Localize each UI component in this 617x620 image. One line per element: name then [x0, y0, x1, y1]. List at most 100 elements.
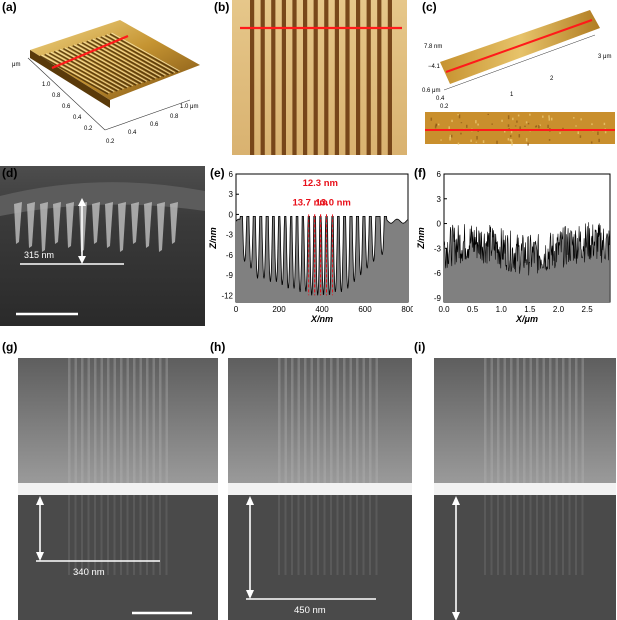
- grating-line: [375, 358, 378, 483]
- pillar: [92, 202, 100, 244]
- afm-3d-image-a: μm 1.0 0.8 0.6 0.4 0.2 0.2 0.4 0.6 0.8 1…: [12, 20, 200, 145]
- x-tick-label: 0: [234, 305, 239, 314]
- speckle: [525, 137, 528, 142]
- speckle: [590, 141, 593, 144]
- ridge-highlight: [88, 39, 157, 79]
- etched-column: [94, 495, 96, 575]
- grating-line: [304, 358, 307, 483]
- speckle: [580, 118, 582, 121]
- etched-column: [349, 495, 352, 575]
- etched-column: [510, 495, 512, 575]
- etched-column: [107, 495, 109, 575]
- y-tick-label: -9: [226, 271, 234, 280]
- grating-line: [536, 358, 539, 483]
- stripe: [281, 0, 286, 155]
- ridge: [72, 45, 142, 85]
- speckle: [542, 115, 544, 118]
- grating-ridges: [39, 32, 180, 95]
- ridge-highlight: [78, 42, 148, 82]
- panel-d: (d) 315 nm: [0, 166, 205, 330]
- grating-line: [291, 358, 294, 483]
- speckle: [458, 114, 461, 119]
- speckle: [575, 125, 577, 127]
- grating-line: [581, 358, 584, 483]
- x-axis-label: X/μm: [515, 314, 538, 324]
- speckle: [516, 120, 518, 123]
- speckle: [598, 138, 600, 143]
- speckle: [604, 131, 607, 134]
- grating-line: [575, 358, 578, 483]
- grating-line: [323, 358, 326, 483]
- speckle: [510, 129, 513, 134]
- arrow-head: [246, 496, 254, 505]
- grating-line: [330, 358, 333, 483]
- speckle: [466, 124, 468, 128]
- sem-image-g: 340 nm: [18, 358, 218, 620]
- speckle: [548, 139, 551, 141]
- etched-column: [310, 495, 313, 575]
- etched-column: [555, 495, 558, 575]
- panel-g: (g) 340 nm: [0, 340, 218, 620]
- grating-line: [516, 358, 519, 483]
- speckle: [437, 123, 440, 126]
- speckle: [548, 115, 550, 118]
- grating-line: [120, 358, 123, 483]
- grating-line: [297, 358, 300, 483]
- etched-column: [369, 495, 371, 575]
- stripe: [271, 0, 276, 155]
- x-tick: 0.2: [106, 139, 115, 145]
- etched-column: [87, 495, 90, 575]
- speckle: [547, 124, 549, 128]
- speckle: [477, 130, 479, 132]
- grating-line: [562, 358, 565, 483]
- panel-c: (c) 7.8 nm −4.1 3 μm 1 2 0.6 μm 0.4 0.2: [420, 0, 617, 160]
- thickness-label: 315 nm: [24, 250, 54, 260]
- etched-column: [503, 495, 506, 575]
- ridge: [62, 48, 132, 88]
- y-tick-label: 6: [437, 170, 442, 179]
- stripe: [324, 0, 329, 155]
- ridge: [48, 52, 118, 92]
- speckle: [449, 134, 452, 139]
- y-tick-label: 3: [437, 195, 442, 204]
- z-min: −4.1: [428, 64, 441, 70]
- grating-line: [94, 358, 97, 483]
- period-label: 12.3 nm: [303, 178, 338, 189]
- grating-line: [510, 358, 513, 483]
- grating-line: [107, 358, 110, 483]
- ridge: [39, 55, 109, 95]
- panel-h-label: (h): [210, 340, 226, 354]
- ridge-highlight: [41, 54, 110, 94]
- y-tick-label: -3: [434, 244, 442, 253]
- x-tick: 0.6: [150, 122, 159, 128]
- speckle: [477, 123, 479, 126]
- x-tick-label: 400: [315, 305, 329, 314]
- arrow-head: [36, 552, 44, 561]
- profile-chart-f: 0.0 0.5 1.0 1.5 2.0 2.5 6 3 0 -3 -6 -9 X/μm Z/nm: [416, 170, 611, 324]
- etched-column: [165, 495, 168, 575]
- y-tick-label: -6: [226, 251, 234, 260]
- speckle: [573, 117, 575, 119]
- etched-column: [356, 495, 358, 575]
- stripe: [303, 0, 308, 155]
- grating-line: [159, 358, 162, 483]
- grating-line: [529, 358, 532, 483]
- etched-column: [568, 495, 571, 575]
- panel-f-label: (f): [414, 166, 426, 180]
- speckle: [550, 117, 553, 121]
- x-tick-label: 1.5: [524, 305, 536, 314]
- panel-i: (i) 560 nm: [412, 340, 617, 620]
- grating-line: [133, 358, 136, 483]
- grating-line: [310, 358, 313, 483]
- x-tick-label: 800: [401, 305, 413, 314]
- grating-line: [568, 358, 571, 483]
- period-label: 13.0 nm: [315, 198, 350, 209]
- panel-b-label: (b): [214, 0, 230, 14]
- x-axis-end: 3 μm: [598, 54, 611, 60]
- profile-line: [235, 216, 409, 296]
- speckle: [518, 134, 521, 138]
- speckle: [579, 135, 582, 138]
- etched-column: [100, 495, 103, 575]
- speckle: [524, 125, 526, 128]
- film-interface: [228, 483, 412, 495]
